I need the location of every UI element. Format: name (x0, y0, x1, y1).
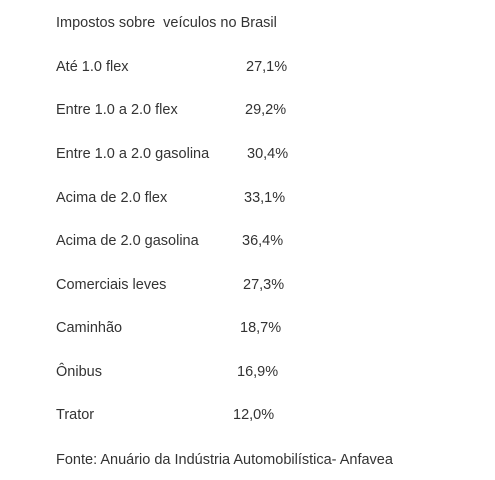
row-value: 16,9% (237, 364, 279, 380)
table-row: Ônibus 16,9% (0, 362, 495, 382)
row-label: Acima de 2.0 flex (56, 190, 168, 206)
row-label: Comerciais leves (56, 277, 167, 293)
row-label: Entre 1.0 a 2.0 gasolina (56, 146, 210, 162)
row-label: Trator (56, 407, 95, 423)
row-value: 12,0% (233, 407, 275, 423)
row-value: 36,4% (242, 233, 284, 249)
row-value: 30,4% (247, 146, 289, 162)
table-row: Comerciais leves 27,3% (0, 275, 495, 295)
row-label: Caminhão (56, 320, 123, 336)
table-row: Entre 1.0 a 2.0 flex 29,2% (0, 100, 495, 120)
table-row: Acima de 2.0 gasolina 36,4% (0, 231, 495, 251)
table-row: Até 1.0 flex 27,1% (0, 57, 495, 77)
row-label: Ônibus (56, 364, 102, 380)
row-label: Acima de 2.0 gasolina (56, 233, 199, 249)
table-row: Entre 1.0 a 2.0 gasolina 30,4% (0, 144, 495, 164)
row-value: 27,1% (246, 59, 288, 75)
table-row: Caminhão 18,7% (0, 318, 495, 338)
table-row: Acima de 2.0 flex 33,1% (0, 188, 495, 208)
row-value: 33,1% (244, 190, 286, 206)
page-title: Impostos sobre veículos no Brasil (56, 15, 277, 31)
row-value: 18,7% (240, 320, 282, 336)
row-value: 29,2% (245, 102, 287, 118)
source-note: Fonte: Anuário da Indústria Automobilíst… (56, 452, 393, 468)
row-value: 27,3% (243, 277, 285, 293)
table-row: Trator 12,0% (0, 405, 495, 425)
row-label: Até 1.0 flex (56, 59, 129, 75)
row-label: Entre 1.0 a 2.0 flex (56, 102, 178, 118)
